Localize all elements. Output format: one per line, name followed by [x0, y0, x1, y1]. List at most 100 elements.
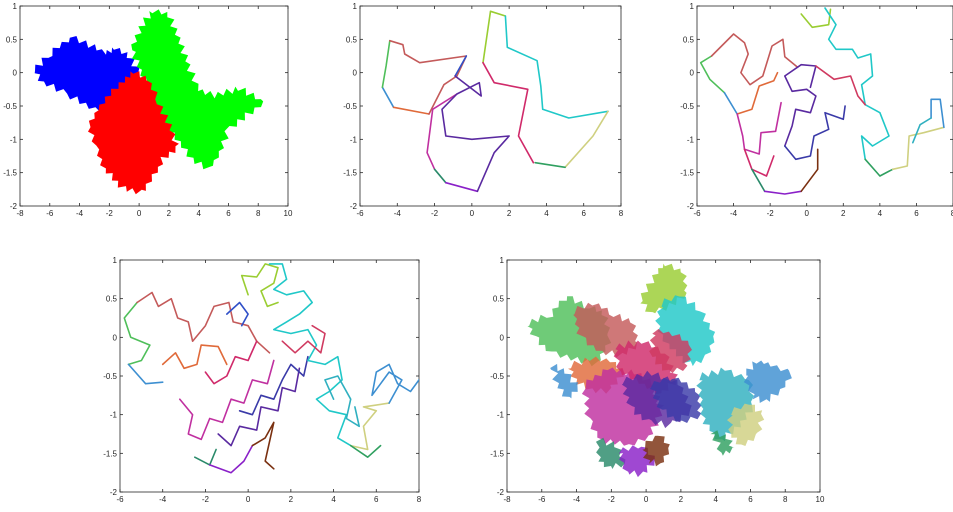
fill-region-10	[618, 445, 655, 478]
x-tick-label: -4	[573, 495, 581, 504]
line-segment-5	[454, 55, 468, 77]
line-segment-13	[240, 263, 279, 308]
chart-svg: -8 -6 -4 -2 0 2 4 6 8 10 -2 -1.5 -1 -0.5 0 0.5 1	[3, 2, 293, 218]
y-tick-label: -1.5	[680, 169, 694, 178]
y-tick-label: -2	[497, 488, 505, 497]
x-tick-label: 2	[289, 495, 294, 504]
line-segment-1	[381, 86, 395, 109]
line-segment-14	[815, 65, 866, 106]
y-tick-label: -2	[10, 202, 18, 211]
line-segment-6	[743, 148, 775, 177]
plot-area	[699, 7, 945, 195]
x-tick-label: -2	[202, 495, 210, 504]
line-segment-9	[800, 148, 819, 193]
line-segment-2	[392, 106, 430, 115]
line-segment-7	[751, 168, 766, 193]
y-tick-label: -1	[350, 135, 358, 144]
line-segment-13	[564, 110, 609, 169]
line-segment-4	[127, 363, 164, 385]
x-tick-label: 8	[783, 495, 788, 504]
line-segment-1	[699, 55, 726, 94]
y-tick-label: -0.5	[680, 102, 694, 111]
chart-panel-1: -8 -6 -4 -2 0 2 4 6 8 10 -2 -1.5 -1 -0.5 0 0.5 1	[0, 0, 300, 250]
x-tick-label: 8	[619, 209, 624, 218]
x-tick-label: 0	[644, 495, 649, 504]
y-tick-label: 0	[500, 333, 505, 342]
y-tick-label: 0	[13, 69, 18, 78]
x-tick-label: 6	[226, 209, 231, 218]
x-tick-label: 6	[748, 495, 753, 504]
fill-region-18	[710, 430, 735, 456]
line-segment-8	[445, 181, 479, 193]
y-tick-label: -1.5	[3, 169, 17, 178]
x-tick-label: -2	[106, 209, 114, 218]
line-segment-5	[179, 359, 275, 441]
line-segment-15	[864, 158, 894, 177]
x-tick-label: 2	[167, 209, 172, 218]
line-segment-9	[251, 421, 275, 470]
fill-region-4	[550, 363, 579, 399]
x-tick-label: 4	[331, 495, 336, 504]
y-tick-label: -0.5	[3, 102, 17, 111]
line-segment-14	[534, 161, 566, 169]
y-tick-label: 1	[500, 256, 505, 265]
x-tick-label: 4	[878, 209, 883, 218]
y-tick-label: 0	[690, 69, 695, 78]
fill-region-8	[649, 377, 702, 423]
x-tick-label: 10	[816, 495, 825, 504]
y-tick-label: 0	[113, 333, 118, 342]
x-tick-label: -6	[538, 495, 546, 504]
axes-frame	[359, 5, 622, 207]
x-tick-label: 2	[841, 209, 846, 218]
x-tick-label: -6	[116, 495, 124, 504]
line-segment-10	[784, 63, 817, 147]
x-tick-label: 0	[137, 209, 142, 218]
x-tick-label: -6	[356, 209, 364, 218]
line-segment-10	[217, 367, 301, 447]
chart-svg: -8 -6 -4 -2 0 2 4 6 8 10 -2 -1.5 -1 -0.5 0 0.5 1	[490, 256, 825, 504]
y-tick-label: -0.5	[343, 102, 357, 111]
line-segment-11	[784, 105, 846, 161]
x-tick-label: 6	[581, 209, 586, 218]
line-segment-12	[504, 15, 609, 119]
y-tick-label: 1	[13, 2, 18, 11]
x-tick-label: -8	[503, 495, 511, 504]
plot-area	[527, 263, 792, 478]
line-segment-4	[736, 71, 779, 115]
line-segment-8	[763, 190, 802, 195]
chart-svg: -6 -4 -2 0 2 4 6 8 -2 -1.5 -1 -0.5 0 0.5 1	[343, 2, 624, 218]
x-tick-label: -4	[394, 209, 402, 218]
y-tick-label: -1	[10, 135, 18, 144]
x-tick-label: 8	[417, 495, 422, 504]
line-segment-6	[426, 93, 458, 171]
x-tick-label: -2	[767, 209, 775, 218]
line-segment-19	[349, 444, 382, 458]
line-segment-3	[161, 344, 228, 370]
y-tick-label: -0.5	[103, 372, 117, 381]
fill-region-3	[88, 71, 179, 195]
line-segment-10	[482, 10, 507, 64]
line-segment-4	[388, 39, 468, 115]
y-tick-label: 0.5	[6, 35, 18, 44]
plot-area	[123, 263, 419, 474]
y-tick-label: -2	[350, 202, 358, 211]
line-segment-18	[912, 117, 932, 144]
line-segment-7	[433, 168, 447, 184]
line-segment-16	[891, 126, 945, 171]
x-tick-label: -4	[76, 209, 84, 218]
line-segment-8	[208, 444, 254, 474]
line-segment-12	[226, 301, 249, 327]
y-tick-label: 0.5	[106, 295, 118, 304]
x-tick-label: 0	[804, 209, 809, 218]
line-segment-1	[123, 301, 151, 366]
chart-panel-4: -6 -4 -2 0 2 4 6 8 -2 -1.5 -1 -0.5 0 0.5 1	[103, 256, 430, 512]
line-segment-16	[324, 375, 360, 428]
chart-svg: -6 -4 -2 0 2 4 6 8 -2 -1.5 -1 -0.5 0 0.5 1	[103, 256, 422, 504]
y-tick-label: 1	[690, 2, 695, 11]
line-segment-11	[482, 61, 535, 164]
y-tick-label: -1.5	[103, 449, 117, 458]
line-segment-14	[268, 263, 352, 447]
y-tick-label: -1	[110, 411, 118, 420]
line-segment-17	[349, 402, 390, 451]
line-segment-9	[441, 75, 510, 193]
